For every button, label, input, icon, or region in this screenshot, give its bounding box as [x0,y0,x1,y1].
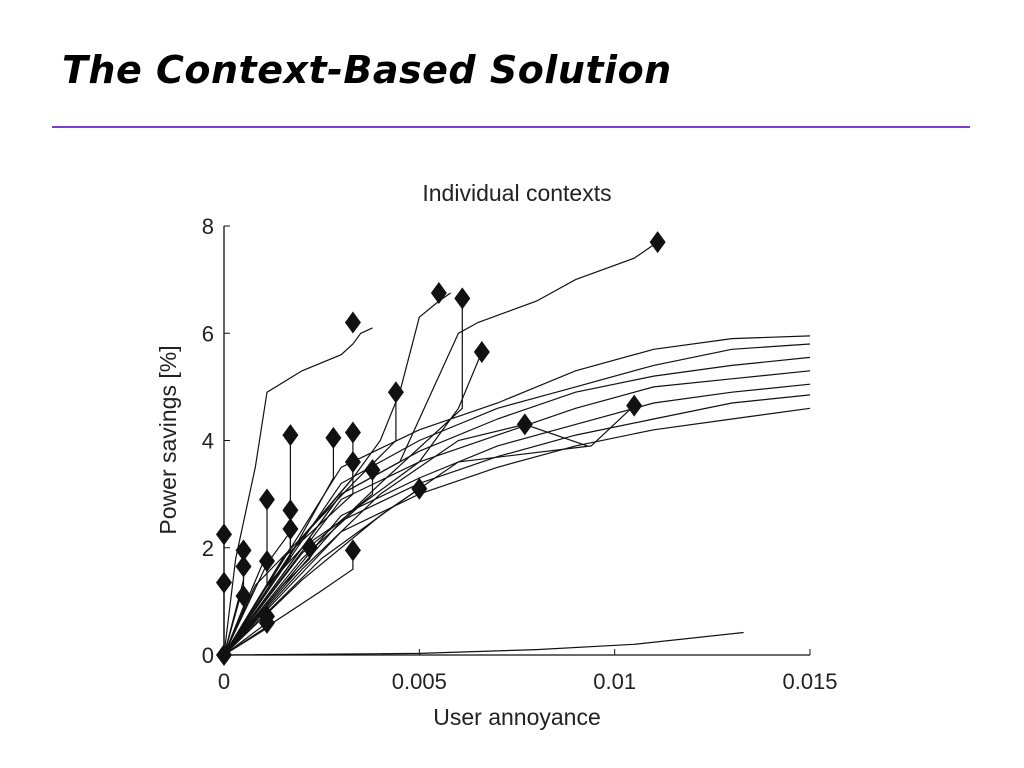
tick-labels: 0 0.005 0.01 0.015 0 2 4 6 8 [202,214,838,694]
diamond-marker-1 [344,311,361,334]
diamond-marker-15 [258,488,275,511]
series-line-5 [223,351,483,656]
diamond-marker-20 [344,539,361,562]
series-line-29 [223,335,811,656]
slide-title: The Context-Based Solution [62,48,672,92]
diamond-marker-23 [235,585,252,608]
diamond-marker-3 [649,231,666,254]
series-line-34 [223,394,811,656]
series-line-36 [223,631,744,656]
series-line-14 [223,488,420,656]
series-line-30 [223,343,811,656]
diamond-marker-22 [235,555,252,578]
diamond-marker-19 [258,550,275,573]
y-tick-label: 4 [202,429,214,454]
diamond-marker-17 [282,517,299,540]
x-axis-label: User annoyance [433,704,601,730]
title-divider [52,126,970,128]
y-tick-label: 6 [202,321,214,346]
diamond-marker-2 [430,282,447,305]
series-lines [223,241,811,656]
series-line-35 [223,407,811,656]
series-line-6 [223,423,588,656]
diamond-marker-26 [216,571,232,594]
diamond-marker-4 [454,287,471,310]
diamond-marker-27 [216,523,232,546]
series-line-32 [223,370,811,656]
diamond-marker-11 [344,421,361,444]
x-tick-label: 0.005 [392,669,447,694]
y-tick-label: 8 [202,214,214,239]
series-line-2 [223,292,451,656]
y-tick-label: 0 [202,643,214,668]
diamond-marker-16 [282,499,299,522]
series-line-31 [223,356,811,656]
chart-title: Individual contexts [422,180,611,206]
diamond-marker-12 [344,450,361,473]
series-line-33 [223,383,811,656]
series-line-17 [223,529,291,656]
diamond-marker-18 [301,536,318,559]
diamond-marker-8 [282,424,299,447]
x-tick-label: 0 [218,669,230,694]
x-tick-label: 0.015 [782,669,837,694]
series-markers [216,231,666,666]
y-axis-label: Power savings [%] [155,345,181,534]
diamond-marker-14 [411,477,428,500]
x-tick-label: 0.01 [593,669,636,694]
diamond-marker-10 [387,381,404,404]
diamond-marker-21 [235,539,252,562]
diamond-marker-7 [626,394,643,417]
diamond-marker-25 [258,605,275,628]
diamond-marker-9 [325,426,342,449]
diamond-marker-13 [364,458,381,481]
diamond-marker-5 [473,341,490,364]
y-tick-label: 2 [202,536,214,561]
series-line-1 [223,327,373,656]
diamond-marker-6 [516,413,533,436]
